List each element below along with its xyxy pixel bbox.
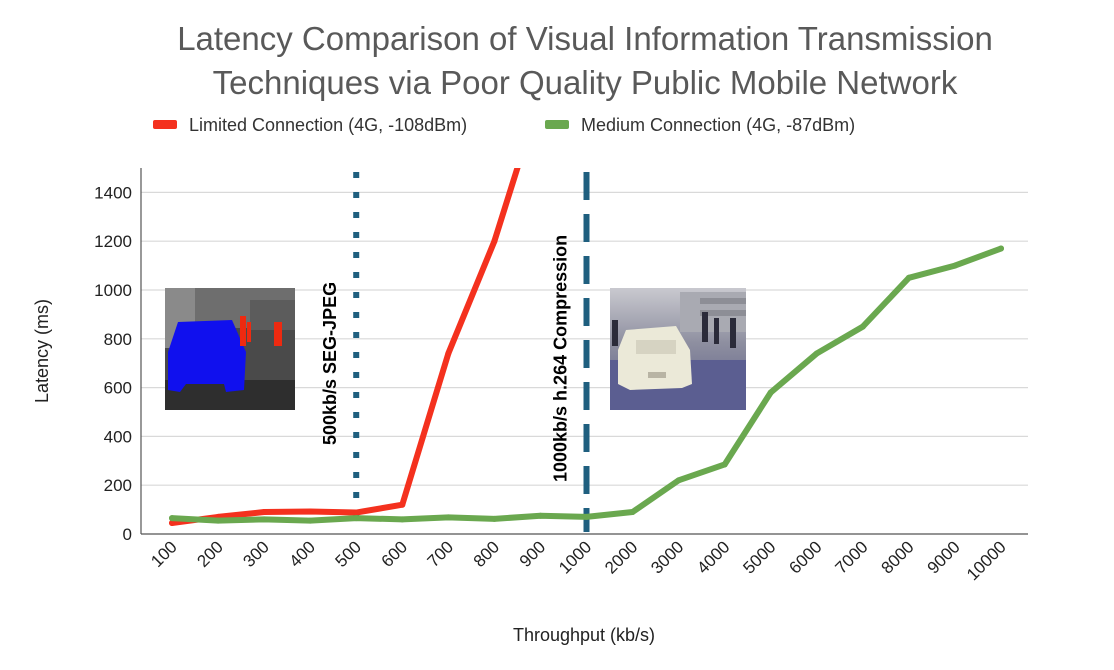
- data-point-medium: [307, 517, 314, 524]
- data-point-medium: [998, 245, 1004, 252]
- y-tick-label: 400: [104, 427, 132, 446]
- data-point-medium: [537, 512, 544, 519]
- x-tick-label: 2000: [601, 537, 641, 577]
- x-tick-label: 900: [516, 537, 549, 570]
- data-point-limited: [261, 509, 268, 516]
- reference-line-label-500: 500kb/s SEG-JPEG: [320, 282, 340, 445]
- segmentation-image-inset: [165, 288, 295, 410]
- x-tick-label: 500: [332, 537, 365, 570]
- y-tick-label: 1000: [94, 281, 132, 300]
- x-tick-label: 600: [378, 537, 411, 570]
- legend: Limited Connection (4G, -108dBm) Medium …: [153, 115, 855, 135]
- data-point-medium: [399, 516, 406, 523]
- x-tick-label: 8000: [878, 537, 918, 577]
- x-axis-ticks: 100 200 300 400 500 600 700 800 900 1000 2000 3000 4…: [147, 537, 1009, 584]
- legend-swatch-limited: [153, 120, 177, 129]
- x-tick-label: 4000: [693, 537, 733, 577]
- data-point-limited: [491, 238, 498, 245]
- chart-title-line-1: Latency Comparison of Visual Information…: [177, 20, 993, 57]
- x-tick-label: 400: [285, 537, 318, 570]
- data-point-medium: [767, 389, 774, 396]
- x-tick-label: 1000: [555, 537, 595, 577]
- y-axis-label: Latency (ms): [32, 299, 52, 403]
- x-tick-label: 10000: [963, 537, 1010, 584]
- data-point-medium: [721, 461, 728, 468]
- data-point-medium: [905, 274, 912, 281]
- data-point-limited: [399, 501, 406, 508]
- data-point-limited: [307, 508, 314, 515]
- data-point-limited: [445, 350, 452, 357]
- reference-line-label-1000: 1000kb/s h.264 Compression: [551, 235, 571, 482]
- chart-title-line-2: Techniques via Poor Quality Public Mobil…: [213, 64, 958, 101]
- legend-swatch-medium: [545, 120, 569, 129]
- y-tick-label: 1200: [94, 232, 132, 251]
- data-point-medium: [169, 515, 175, 522]
- y-tick-label: 1400: [94, 183, 132, 202]
- data-point-medium: [859, 323, 866, 330]
- x-tick-label: 5000: [739, 537, 779, 577]
- x-tick-label: 800: [470, 537, 503, 570]
- data-point-medium: [491, 515, 498, 522]
- x-tick-label: 200: [193, 537, 226, 570]
- data-point-medium: [261, 516, 268, 523]
- x-tick-label: 6000: [785, 537, 825, 577]
- x-tick-label: 9000: [924, 537, 964, 577]
- y-tick-label: 600: [104, 379, 132, 398]
- legend-label-medium: Medium Connection (4G, -87dBm): [581, 115, 855, 135]
- x-tick-label: 700: [424, 537, 457, 570]
- y-tick-label: 0: [123, 525, 132, 544]
- data-point-medium: [675, 477, 682, 484]
- x-tick-label: 300: [239, 537, 272, 570]
- data-point-medium: [215, 517, 222, 524]
- data-point-medium: [445, 514, 452, 521]
- data-point-medium: [813, 350, 820, 357]
- data-series: [169, 168, 1004, 527]
- data-point-limited: [353, 509, 360, 516]
- y-tick-label: 800: [104, 330, 132, 349]
- street-photo-inset: [610, 288, 746, 410]
- legend-label-limited: Limited Connection (4G, -108dBm): [189, 115, 467, 135]
- x-axis-label: Throughput (kb/s): [513, 625, 655, 645]
- data-point-limited: [169, 520, 175, 527]
- y-tick-label: 200: [104, 476, 132, 495]
- x-tick-label: 3000: [647, 537, 687, 577]
- x-tick-label: 7000: [831, 537, 871, 577]
- data-point-medium: [353, 515, 360, 522]
- x-tick-label: 100: [147, 537, 180, 570]
- data-point-medium: [951, 262, 958, 269]
- reference-lines: 500kb/s SEG-JPEG 1000kb/s h.264 Compressi…: [320, 172, 590, 532]
- data-point-medium: [583, 513, 590, 520]
- y-axis-ticks: 0 200 400 600 800 1000 1200 1400: [94, 183, 132, 544]
- data-point-medium: [629, 509, 636, 516]
